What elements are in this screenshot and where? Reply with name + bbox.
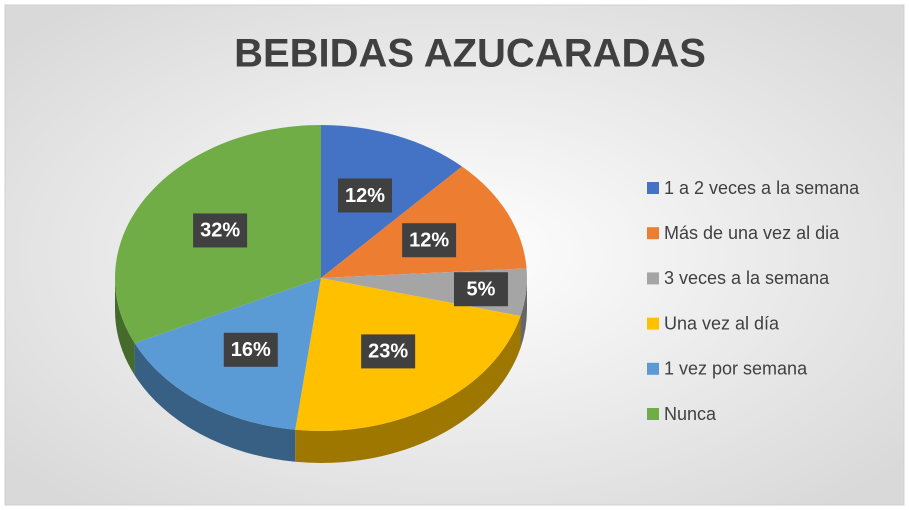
data-label: 32% bbox=[200, 220, 240, 242]
legend-swatch bbox=[647, 227, 659, 240]
legend-label: 1 a 2 veces a la semana bbox=[664, 178, 860, 198]
data-label: 16% bbox=[231, 339, 271, 361]
slice-side bbox=[134, 343, 296, 462]
legend-swatch bbox=[647, 317, 659, 330]
data-label-box bbox=[361, 334, 416, 369]
legend-swatch bbox=[647, 182, 659, 194]
slice-side bbox=[520, 278, 527, 349]
data-label-box bbox=[193, 213, 248, 248]
data-label-box bbox=[453, 272, 508, 307]
data-label: 5% bbox=[467, 279, 496, 301]
slice-side bbox=[295, 316, 521, 463]
legend-swatch bbox=[647, 408, 659, 420]
data-label-box bbox=[402, 223, 457, 258]
legend-swatch bbox=[647, 272, 659, 285]
data-label: 12% bbox=[409, 229, 449, 251]
data-label-box bbox=[337, 178, 392, 213]
legend-label: 1 vez por semana bbox=[664, 359, 808, 379]
legend-swatch bbox=[647, 362, 659, 375]
legend-label: Más de una vez al dia bbox=[664, 223, 840, 243]
data-label-box bbox=[223, 332, 278, 367]
legend-label: Nunca bbox=[664, 404, 717, 424]
legend-label: 3 veces a la semana bbox=[664, 268, 830, 288]
slice-side bbox=[115, 278, 135, 376]
data-label: 23% bbox=[368, 341, 408, 363]
slice bbox=[321, 166, 527, 278]
legend-label: Una vez al día bbox=[664, 313, 780, 333]
chart-title: BEBIDAS AZUCARADAS bbox=[234, 32, 706, 76]
data-label: 12% bbox=[345, 185, 385, 207]
